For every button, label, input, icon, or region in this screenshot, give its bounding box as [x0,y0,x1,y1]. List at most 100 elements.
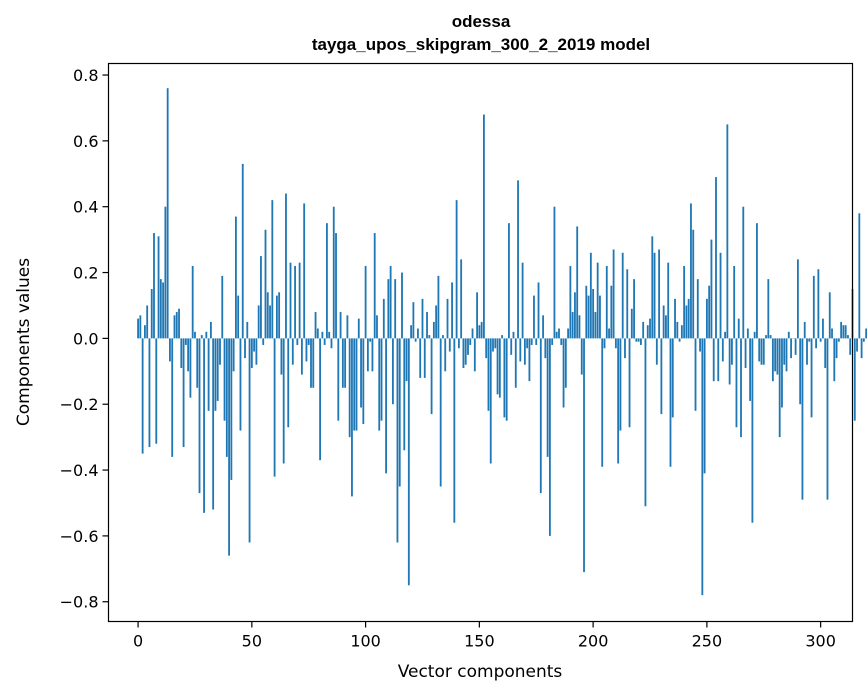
bar-238 [678,338,681,342]
bar-171 [526,338,529,349]
bar-205 [603,338,606,349]
bar-21 [184,338,187,345]
bar-203 [599,295,601,339]
bar-118 [405,338,408,382]
bar-222 [642,321,645,339]
bar-257 [721,338,724,362]
y-tick-label: 0.0 [73,329,98,348]
bar-142 [460,259,463,339]
bar-159 [498,338,501,398]
bar-9 [157,236,160,339]
bar-112 [391,338,394,405]
bar-249 [703,338,706,474]
bar-90 [341,338,344,388]
bar-139 [453,338,456,523]
bar-129 [430,338,433,415]
bar-154 [487,338,490,411]
bar-270 [751,338,754,523]
bar-104 [373,233,376,339]
bar-158 [496,338,499,395]
bar-13 [166,88,169,339]
bar-244 [692,229,695,339]
bar-266 [742,206,745,339]
bar-220 [637,338,640,342]
bar-236 [674,298,676,339]
bar-65 [285,193,287,339]
bar-31 [207,338,210,411]
bar-23 [189,338,192,398]
bar-84 [328,331,331,339]
bar-302 [824,338,827,369]
bar-126 [423,338,426,378]
bar-252 [710,239,713,339]
bar-6 [150,289,153,339]
bar-105 [376,315,378,339]
bar-100 [364,265,367,339]
bar-256 [719,252,722,339]
bar-165 [512,331,515,339]
bar-60 [273,338,276,477]
bar-113 [394,279,397,339]
bar-184 [555,331,558,339]
bar-225 [649,318,651,339]
bar-102 [369,338,372,342]
bar-300 [819,338,822,342]
bar-86 [332,206,335,339]
bar-77 [312,338,315,388]
bar-140 [455,200,458,339]
bar-53 [257,305,260,339]
bar-316 [856,338,858,352]
bar-88 [337,338,340,421]
y-tick-label: 0.4 [73,198,98,217]
bar-309 [840,321,843,339]
bar-199 [589,252,592,339]
bar-275 [762,338,765,365]
bar-318 [860,338,863,359]
bar-58 [269,305,271,339]
bar-226 [651,236,654,339]
bar-48 [246,321,249,339]
bar-132 [437,275,440,339]
bar-109 [385,338,387,474]
bar-127 [426,312,428,339]
bar-269 [749,338,752,401]
bar-201 [594,312,597,339]
bar-14 [169,338,171,362]
bar-10 [159,279,162,339]
bar-41 [230,338,233,480]
bar-189 [567,328,570,339]
bar-136 [446,298,449,339]
bar-247 [699,338,701,352]
chart-subtitle: tayga_upos_skipgram_300_2_2019 model [312,35,650,54]
bar-76 [310,338,312,388]
bar-110 [387,279,390,339]
bar-282 [778,338,781,438]
bar-70 [296,338,299,345]
bar-4 [146,305,149,339]
bar-303 [826,338,829,500]
bar-274 [760,338,763,365]
bar-307 [835,338,838,359]
bar-273 [758,338,761,362]
bar-271 [753,331,756,339]
bar-320 [865,328,867,339]
bar-228 [655,338,658,365]
bar-19 [180,338,183,369]
bar-167 [517,180,519,339]
bar-299 [817,269,820,339]
bar-147 [471,328,474,339]
bar-12 [164,206,167,339]
bar-195 [580,338,583,375]
bar-157 [494,338,497,349]
bar-series [137,88,867,596]
bar-149 [476,292,478,339]
bar-280 [774,338,777,372]
y-tick-label: −0.8 [60,593,99,612]
bar-18 [178,308,180,339]
bar-114 [396,338,399,543]
bar-50 [250,338,253,369]
bar-265 [740,338,742,438]
bar-261 [731,338,733,365]
bar-124 [419,338,422,378]
